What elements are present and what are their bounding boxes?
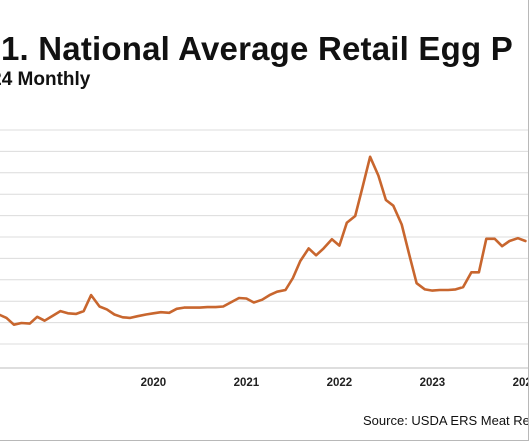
chart-subtitle: 2024 Monthly [0, 69, 91, 90]
x-tick-label: 2022 [327, 377, 353, 389]
x-tick-label: 2024 [513, 377, 529, 389]
series-layer [0, 155, 527, 327]
chart-title: re 1. National Average Retail Egg P [0, 30, 513, 67]
x-tick-label: 2021 [234, 377, 260, 389]
x-tick-label: 2020 [141, 377, 167, 389]
series-line [0, 155, 527, 327]
x-tick-label: 2023 [420, 377, 446, 389]
source-note: Source: USDA ERS Meat Reta [363, 413, 529, 428]
x-tick-labels: 2020 2021 2022 2023 2024 [141, 377, 529, 389]
